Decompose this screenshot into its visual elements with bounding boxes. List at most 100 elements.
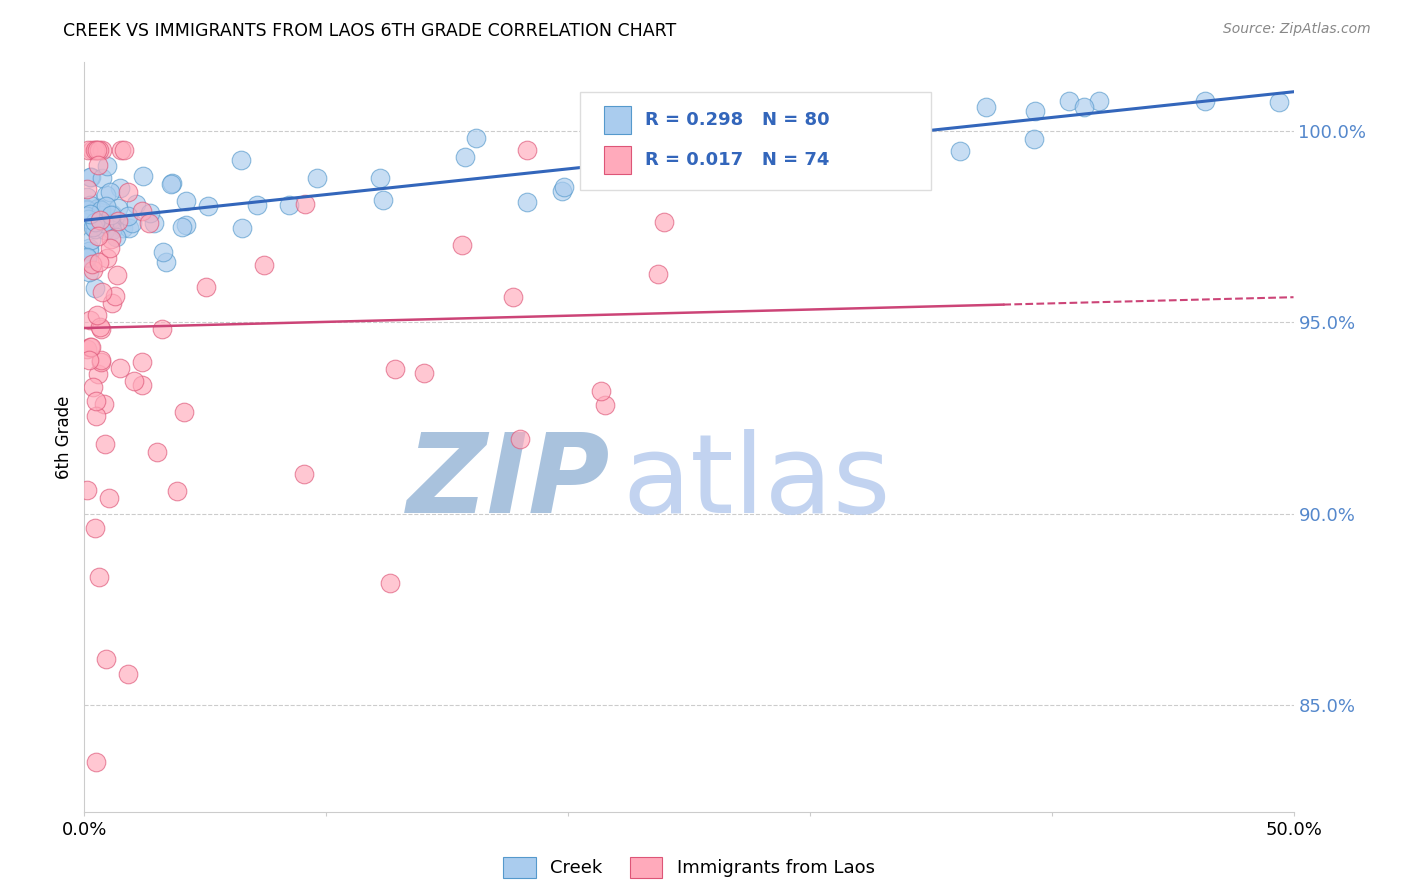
Point <box>89 144 111 158</box>
Point <box>82 220 104 235</box>
Point <box>86 755 108 769</box>
Point <box>94 223 117 237</box>
Point <box>87 570 110 584</box>
Point <box>589 384 612 398</box>
Point <box>91 170 114 185</box>
Point <box>159 177 181 191</box>
Text: Source: ZipAtlas.com: Source: ZipAtlas.com <box>1223 22 1371 37</box>
Point <box>454 150 477 164</box>
Point <box>553 180 575 194</box>
Point <box>100 185 122 199</box>
Point <box>652 215 675 229</box>
Point <box>90 352 112 367</box>
Point <box>252 258 274 272</box>
Point <box>79 198 101 212</box>
Point <box>87 254 110 268</box>
Point <box>143 216 166 230</box>
Point <box>84 144 107 158</box>
Point <box>83 217 105 231</box>
Point <box>413 366 436 380</box>
Point <box>82 257 104 271</box>
Point <box>91 285 114 299</box>
Point <box>108 361 131 376</box>
Point <box>100 214 122 228</box>
Point <box>82 380 104 394</box>
Point <box>80 170 103 185</box>
Point <box>152 244 174 259</box>
Point <box>101 207 124 221</box>
FancyBboxPatch shape <box>581 93 931 190</box>
Point <box>131 355 153 369</box>
Point <box>76 483 98 497</box>
Point <box>1088 94 1111 108</box>
Point <box>77 353 100 368</box>
Point <box>117 667 139 681</box>
Point <box>516 194 538 209</box>
Point <box>79 313 101 327</box>
Point <box>117 210 139 224</box>
Point <box>105 268 128 282</box>
Point <box>588 125 610 139</box>
Y-axis label: 6th Grade: 6th Grade <box>55 395 73 479</box>
Point <box>1073 100 1095 114</box>
Point <box>89 213 111 227</box>
Point <box>368 171 391 186</box>
Point <box>79 169 101 184</box>
Point <box>84 144 107 158</box>
Point <box>593 398 616 412</box>
Text: R = 0.017   N = 74: R = 0.017 N = 74 <box>645 151 830 169</box>
Point <box>1057 94 1080 108</box>
FancyBboxPatch shape <box>605 106 631 135</box>
Point <box>76 190 98 204</box>
Point <box>82 263 104 277</box>
Point <box>76 203 98 218</box>
Point <box>86 308 108 322</box>
Point <box>112 144 135 158</box>
Point <box>229 153 252 168</box>
Point <box>246 198 269 212</box>
Point <box>307 170 329 185</box>
Point <box>76 210 98 224</box>
Text: CREEK VS IMMIGRANTS FROM LAOS 6TH GRADE CORRELATION CHART: CREEK VS IMMIGRANTS FROM LAOS 6TH GRADE … <box>63 22 676 40</box>
Point <box>294 196 316 211</box>
Point <box>131 204 153 219</box>
Point <box>384 362 406 376</box>
Point <box>647 267 669 281</box>
Point <box>1022 132 1045 146</box>
Point <box>84 394 107 409</box>
Point <box>173 405 195 419</box>
Point <box>465 131 488 145</box>
Point <box>150 322 173 336</box>
Point <box>79 244 101 258</box>
Point <box>949 144 972 158</box>
Point <box>93 216 115 230</box>
Point <box>100 223 122 237</box>
Point <box>117 185 139 199</box>
FancyBboxPatch shape <box>605 145 631 174</box>
Point <box>166 484 188 499</box>
Point <box>83 521 105 535</box>
Point <box>87 202 110 216</box>
Point <box>86 144 108 158</box>
Point <box>174 218 197 232</box>
Point <box>79 241 101 255</box>
Point <box>502 290 524 304</box>
Text: R = 0.298   N = 80: R = 0.298 N = 80 <box>645 112 830 129</box>
Point <box>277 198 299 212</box>
Point <box>231 221 253 235</box>
Point <box>658 168 681 182</box>
Point <box>516 144 538 158</box>
Point <box>131 377 153 392</box>
Point <box>100 208 122 222</box>
Point <box>80 233 103 247</box>
Point <box>100 211 122 226</box>
Point <box>87 229 110 244</box>
Point <box>1267 95 1289 110</box>
Point <box>76 181 98 195</box>
Point <box>84 215 107 229</box>
Point <box>974 100 997 114</box>
Point <box>76 343 98 357</box>
Point <box>94 652 117 666</box>
Point <box>87 367 110 381</box>
Point <box>160 177 183 191</box>
